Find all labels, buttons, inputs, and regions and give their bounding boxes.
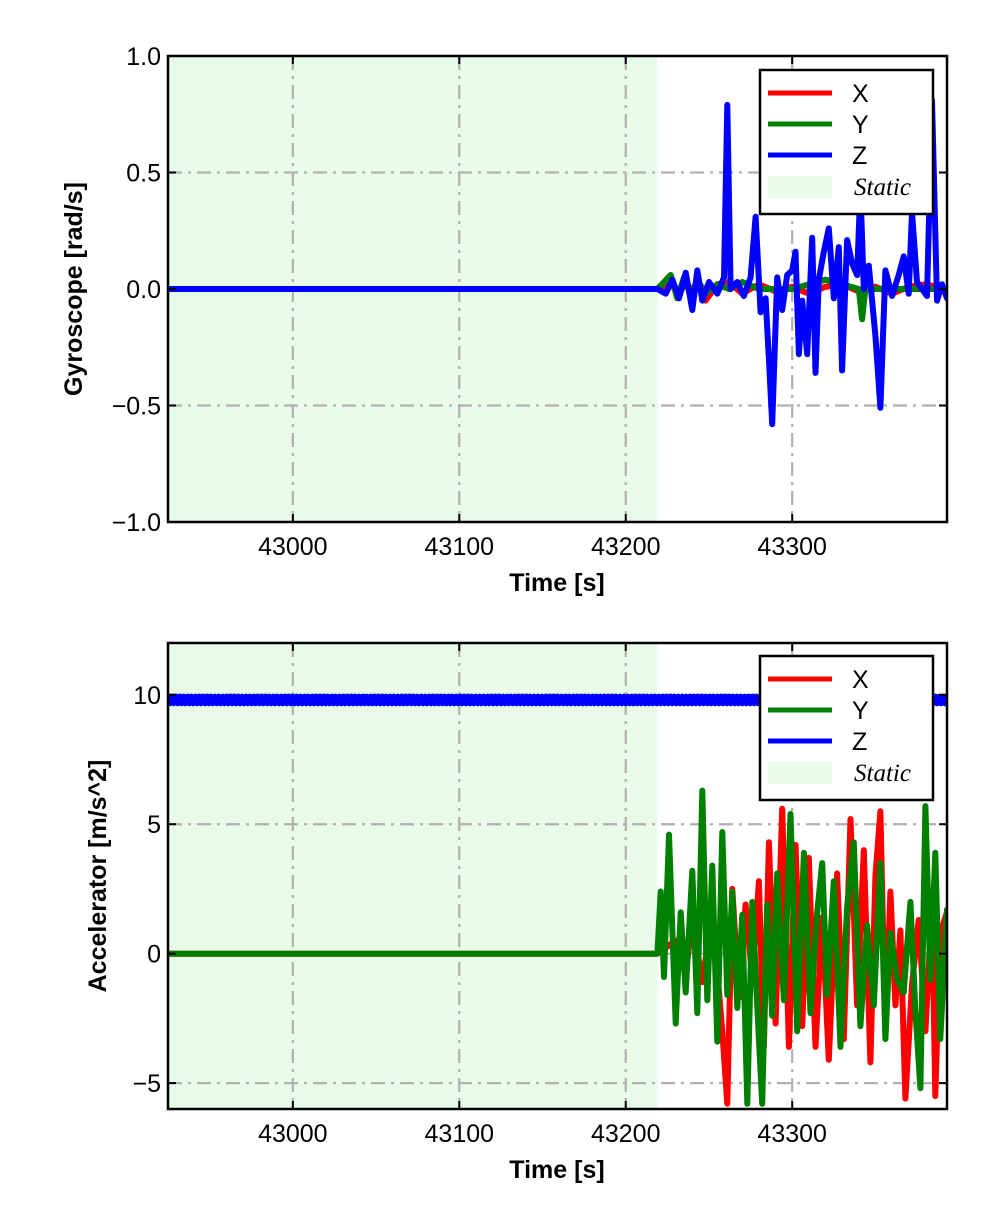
legend-swatch-static [768, 176, 832, 198]
legend-label-static: Static [854, 174, 911, 201]
x-tick-labels: 43000 43100 43200 43300 [258, 533, 827, 561]
legend-label-z: Z [852, 728, 867, 756]
y-tick-label: 5 [147, 811, 161, 839]
x-tick-label: 43100 [425, 1120, 495, 1148]
y-axis-title: Accelerator [m/s^2] [84, 760, 112, 993]
y-tick-labels: −5 0 5 10 [132, 682, 161, 1098]
x-tick-label: 43000 [258, 533, 328, 561]
legend-label-x: X [852, 666, 869, 694]
y-tick-label: −1.0 [112, 509, 161, 537]
gyroscope-chart: 43000 43100 43200 43300 −1.0 −0.5 0.0 0.5 1.0 T… [60, 43, 949, 597]
legend: X Y Z Static [758, 68, 935, 216]
legend-label-z: Z [852, 142, 867, 170]
tick-marks [168, 643, 947, 1109]
x-tick-label: 43300 [757, 1120, 827, 1148]
series-lines [168, 97, 947, 428]
static-region [168, 643, 658, 1109]
x-tick-label: 43000 [258, 1120, 328, 1148]
x-axis-title: Time [s] [509, 569, 604, 597]
legend-label-x: X [852, 80, 869, 108]
x-tick-label: 43100 [425, 533, 495, 561]
series-line-y [168, 787, 947, 1107]
y-tick-label: 0.5 [126, 160, 161, 188]
series-line-z [168, 97, 947, 428]
y-axis-title: Gyroscope [rad/s] [60, 182, 88, 396]
legend-label-y: Y [852, 111, 869, 139]
x-tick-label: 43200 [591, 533, 661, 561]
legend-label-y: Y [852, 697, 869, 725]
x-tick-labels: 43000 43100 43200 43300 [258, 1120, 827, 1148]
legend: X Y Z Static [758, 654, 935, 802]
legend-swatch-static [768, 762, 832, 784]
x-tick-label: 43300 [757, 533, 827, 561]
series-line-x [168, 805, 947, 1107]
plot-frame [166, 641, 949, 1111]
y-tick-label: 0.0 [126, 276, 161, 304]
y-tick-label: −0.5 [112, 393, 161, 421]
y-tick-label: −5 [132, 1070, 161, 1098]
x-tick-label: 43200 [591, 1120, 661, 1148]
y-tick-labels: −1.0 −0.5 0.0 0.5 1.0 [112, 43, 161, 537]
y-tick-label: 10 [133, 682, 161, 710]
plot-frame [166, 54, 949, 524]
y-tick-label: 0 [147, 941, 161, 969]
legend-label-static: Static [854, 760, 911, 787]
accelerator-chart: 43000 43100 43200 43300 −5 0 5 10 Time [s] Acc… [84, 641, 949, 1184]
y-tick-label: 1.0 [126, 43, 161, 71]
x-axis-title: Time [s] [509, 1156, 604, 1184]
